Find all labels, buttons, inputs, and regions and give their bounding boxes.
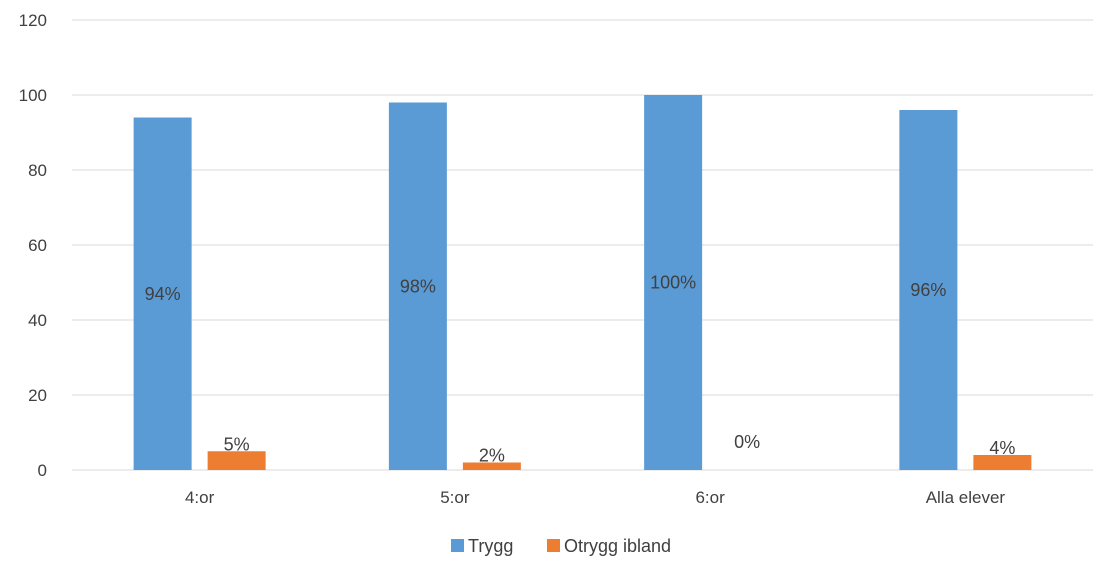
data-label: 2% bbox=[479, 446, 505, 466]
bar bbox=[644, 95, 703, 470]
x-tick-label: 4:or bbox=[185, 488, 215, 507]
legend: Trygg Otrygg ibland bbox=[451, 536, 671, 556]
x-tick-label: 6:or bbox=[695, 488, 725, 507]
data-label: 100% bbox=[650, 273, 696, 293]
y-tick-label: 80 bbox=[28, 161, 47, 180]
x-tick-label: 5:or bbox=[440, 488, 470, 507]
data-label: 4% bbox=[989, 438, 1015, 458]
legend-label: Trygg bbox=[468, 536, 513, 556]
gridlines bbox=[72, 19, 1093, 471]
bar bbox=[973, 455, 1032, 470]
y-tick-label: 20 bbox=[28, 386, 47, 405]
bar bbox=[388, 102, 447, 470]
data-label: 5% bbox=[224, 434, 250, 454]
bars bbox=[133, 95, 1032, 470]
x-axis-tick-labels: 4:or 5:or 6:or Alla elever bbox=[185, 488, 1005, 507]
y-tick-label: 0 bbox=[38, 461, 47, 480]
bar bbox=[462, 462, 521, 470]
y-tick-label: 100 bbox=[19, 86, 47, 105]
bar bbox=[133, 117, 192, 470]
bar bbox=[207, 451, 266, 470]
y-axis-tick-labels: 0 20 40 60 80 100 120 bbox=[19, 11, 47, 480]
legend-swatch bbox=[451, 539, 464, 552]
data-label: 0% bbox=[734, 432, 760, 452]
legend-swatch bbox=[547, 539, 560, 552]
legend-label: Otrygg ibland bbox=[564, 536, 671, 556]
y-tick-label: 60 bbox=[28, 236, 47, 255]
y-tick-label: 40 bbox=[28, 311, 47, 330]
bar bbox=[899, 110, 958, 470]
data-label: 98% bbox=[400, 276, 436, 296]
data-label: 96% bbox=[910, 280, 946, 300]
y-tick-label: 120 bbox=[19, 11, 47, 30]
x-tick-label: Alla elever bbox=[926, 488, 1006, 507]
data-label: 94% bbox=[145, 284, 181, 304]
data-labels: 94% 5% 98% 2% 100% 0% 96% 4% bbox=[145, 273, 1016, 466]
